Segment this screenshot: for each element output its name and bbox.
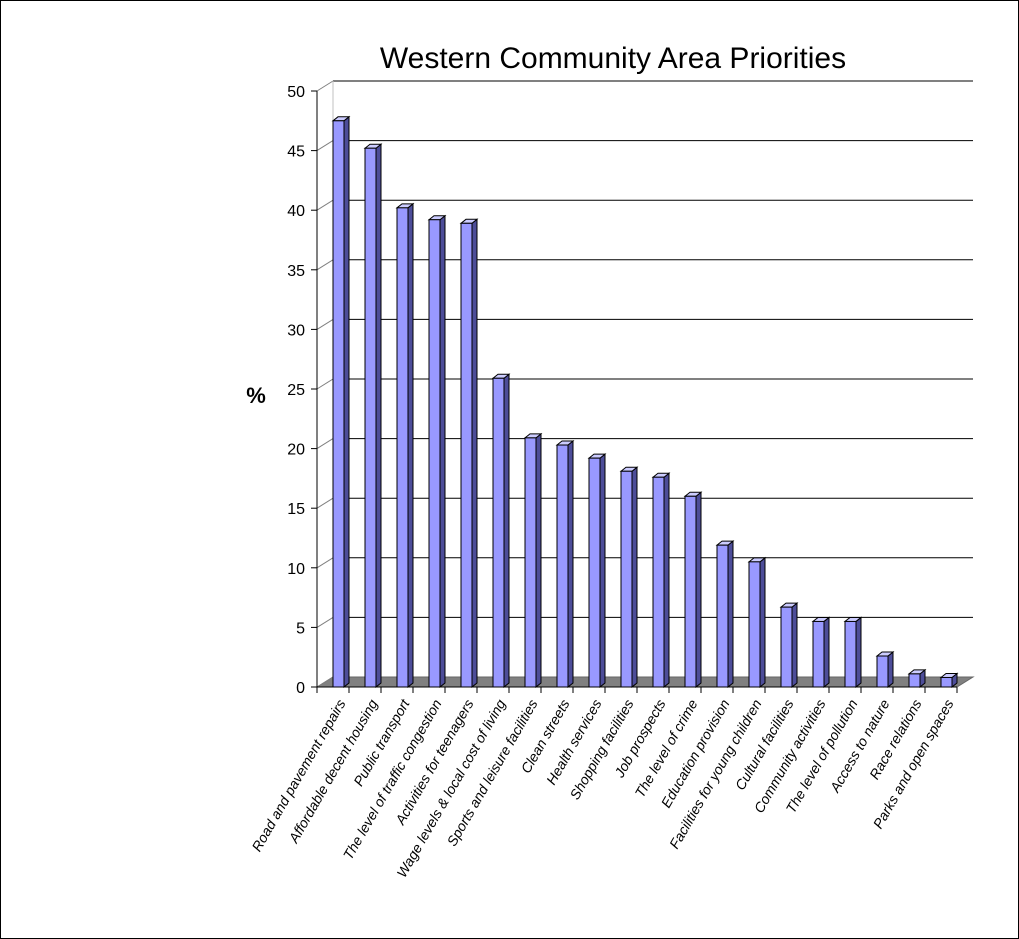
gridline-depth (316, 616, 334, 628)
y-tick-label: 25 (287, 382, 305, 399)
y-tick-label: 45 (287, 144, 305, 161)
y-tick-label: 30 (287, 322, 305, 339)
y-axis-label: % (246, 383, 266, 408)
bar (332, 120, 345, 688)
bar-side (887, 650, 894, 689)
chart-title: Western Community Area Priorities (380, 42, 846, 75)
bar (428, 219, 441, 688)
bar-side (663, 472, 670, 689)
y-tick-label: 0 (296, 680, 305, 697)
y-tick-label: 40 (287, 203, 305, 220)
bar-side (695, 491, 702, 689)
gridline-depth (316, 199, 334, 211)
bar (748, 561, 761, 688)
bar (844, 620, 857, 688)
y-tick-label: 35 (287, 263, 305, 280)
y-tick-label: 10 (287, 561, 305, 578)
bar-side (823, 616, 830, 689)
bar (556, 444, 569, 688)
bar-side (759, 556, 766, 689)
bar-side (503, 373, 510, 689)
bar (780, 606, 793, 688)
gridline-depth (316, 497, 334, 509)
y-tick-label: 20 (287, 442, 305, 459)
bar-side (343, 115, 350, 689)
bar (364, 147, 377, 688)
y-tick-label: 15 (287, 501, 305, 518)
y-tick-label: 50 (287, 84, 305, 101)
bar-side (535, 432, 542, 689)
bar-side (567, 439, 574, 689)
y-tick-label: 5 (296, 620, 305, 637)
bar (588, 457, 601, 688)
bar (716, 544, 729, 688)
bar (940, 676, 953, 688)
gridline-depth (316, 140, 334, 152)
bar-side (439, 214, 446, 689)
bar (524, 437, 537, 688)
bar (908, 673, 921, 688)
gridline-depth (316, 438, 334, 450)
gridline-depth (316, 80, 334, 92)
gridline-depth (316, 259, 334, 271)
bar-side (727, 540, 734, 689)
bar (620, 470, 633, 688)
gridline-depth (316, 318, 334, 330)
bar (652, 476, 665, 688)
bar (460, 222, 473, 688)
bar (812, 620, 825, 688)
bar-side (791, 602, 798, 689)
gridline-depth (316, 676, 334, 688)
bar-side (471, 218, 478, 689)
chart-floor (315, 676, 975, 688)
bar (684, 495, 697, 688)
bar-side (599, 453, 606, 689)
bar (396, 207, 409, 688)
bar-side (407, 202, 414, 689)
bar (876, 655, 889, 688)
bar (492, 377, 505, 688)
bar-side (631, 466, 638, 689)
bar-side (855, 616, 862, 689)
gridline-depth (316, 557, 334, 569)
bar-side (375, 143, 382, 689)
gridline-depth (316, 378, 334, 390)
